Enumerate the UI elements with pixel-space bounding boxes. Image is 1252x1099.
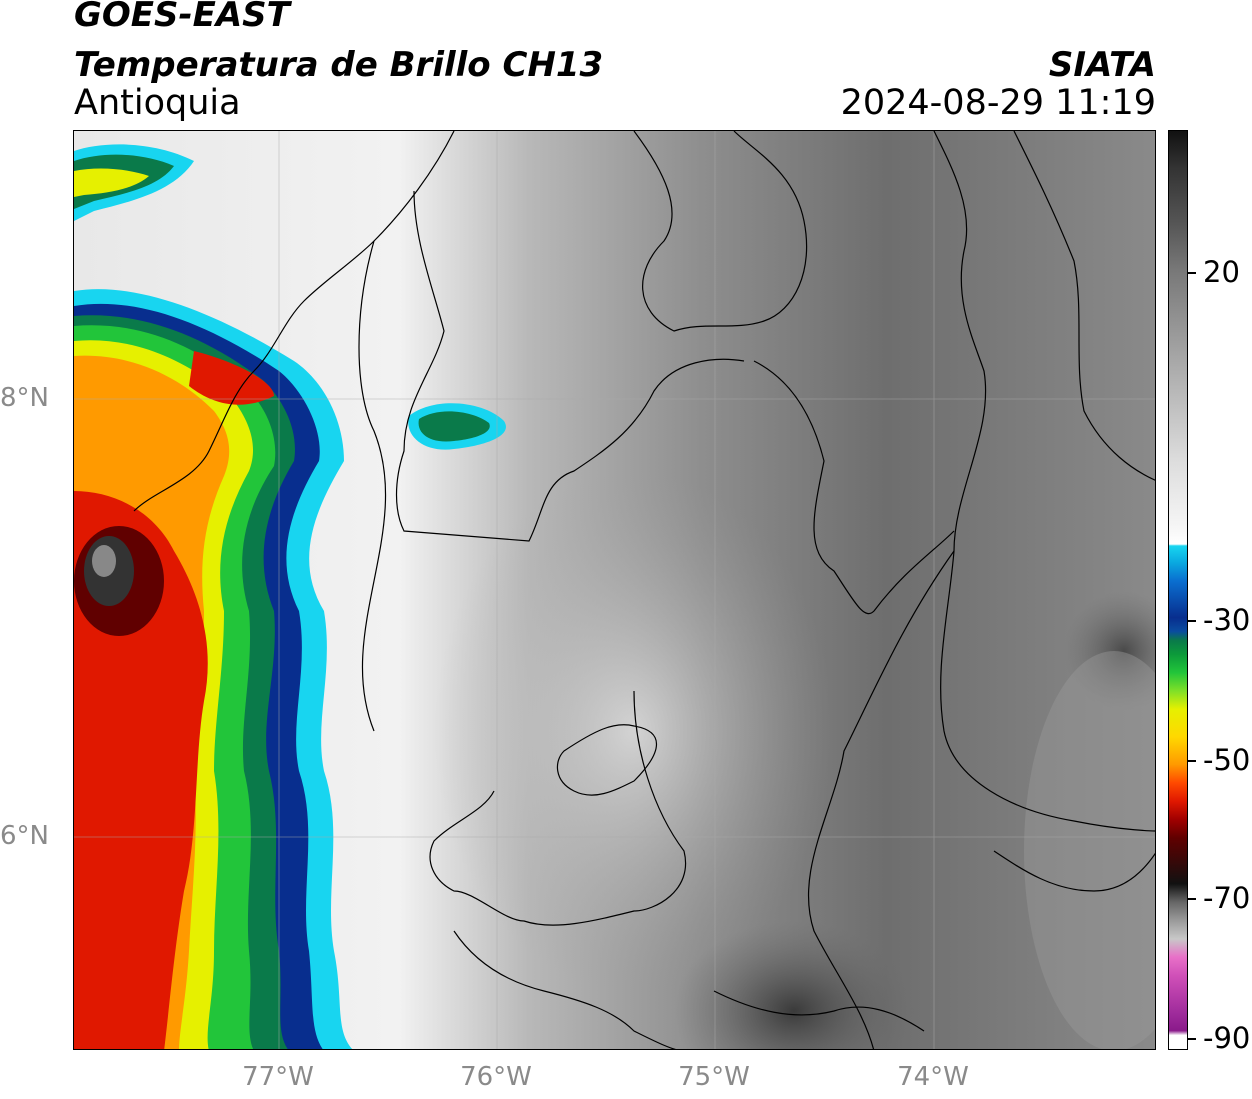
map-canvas — [74, 131, 1155, 1049]
graticule — [74, 131, 1155, 1049]
title-satellite: GOES-EAST — [74, 0, 290, 35]
colorbar-tick-minus70 — [1188, 898, 1196, 900]
colorbar-tick-20 — [1188, 272, 1196, 274]
colorbar-tick-minus50 — [1188, 760, 1196, 762]
warm-spot-east — [1064, 591, 1155, 711]
admin-borders — [133, 131, 1155, 1049]
isolated-cell — [408, 403, 506, 450]
region-label: Antioquia — [74, 83, 241, 123]
satellite-map — [73, 130, 1156, 1050]
colorbar-label-minus90: -90 — [1203, 1021, 1251, 1055]
lon-label-76w: 76°W — [460, 1062, 532, 1092]
cloud-band-east — [1024, 651, 1155, 1049]
datetime-label: 2024-08-29 11:19 — [840, 83, 1156, 123]
colorbar-label-minus50: -50 — [1203, 743, 1251, 777]
convective-system — [74, 144, 353, 1049]
lon-label-74w: 74°W — [897, 1062, 969, 1092]
colorbar-tick-minus30 — [1188, 620, 1196, 622]
colorbar-label-minus70: -70 — [1203, 881, 1251, 915]
warm-valley-area — [674, 921, 914, 1049]
lon-label-75w: 75°W — [678, 1062, 750, 1092]
lon-label-77w: 77°W — [242, 1062, 314, 1092]
organization-label: SIATA — [1048, 45, 1156, 85]
lat-label-6n: 6°N — [0, 821, 49, 851]
title-product: Temperatura de Brillo CH13 — [74, 45, 604, 85]
colorbar-tick-minus90 — [1188, 1038, 1196, 1040]
colorbar-label-20: 20 — [1203, 255, 1240, 289]
bright-cloud-area — [434, 471, 834, 991]
colorbar-label-minus30: -30 — [1203, 603, 1251, 637]
temperature-colorbar — [1168, 130, 1188, 1050]
lat-label-8n: 8°N — [0, 383, 49, 413]
